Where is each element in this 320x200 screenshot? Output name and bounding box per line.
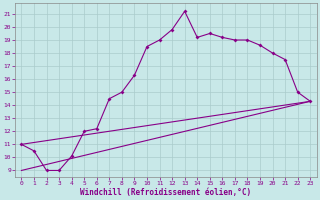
- X-axis label: Windchill (Refroidissement éolien,°C): Windchill (Refroidissement éolien,°C): [80, 188, 252, 197]
